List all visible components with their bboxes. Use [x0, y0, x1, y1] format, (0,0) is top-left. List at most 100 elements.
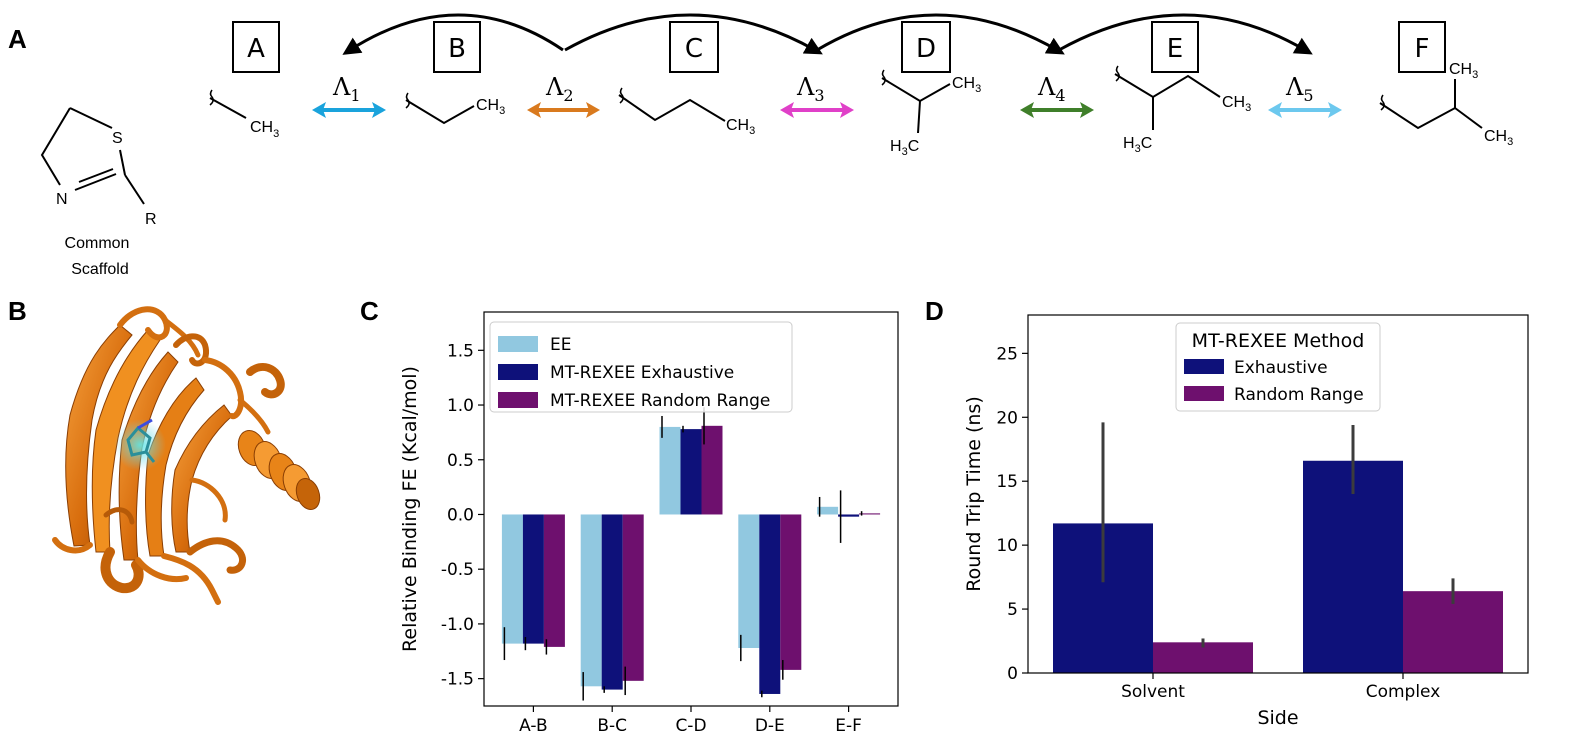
svg-text:H3C: H3C: [1123, 135, 1152, 155]
arrowhead-right: [586, 102, 600, 118]
molecule-f: CH3 CH3: [1379, 61, 1513, 148]
lambda-5: Λ5: [1268, 73, 1342, 118]
bar-D-E-ee: [738, 514, 760, 648]
state-box-label: B: [448, 34, 466, 64]
x-tick-label: D-E: [755, 716, 785, 736]
x-axis-label: Side: [1257, 707, 1298, 729]
chart-round-trip-time: 0 5 10 15 20 25 Solvent Complex Round Trip Time …: [963, 314, 1529, 729]
y-tick-label: 1.5: [447, 341, 474, 361]
lambda-label: Λ4: [1037, 73, 1066, 105]
panel-label-c: C: [360, 296, 379, 326]
state-box-d: [901, 21, 951, 73]
bar-complex-random-range: [1403, 591, 1503, 673]
state-box-a: [232, 21, 280, 73]
bar-C-D-mt-rexee-random-range: [701, 425, 723, 515]
state-box-b: [433, 21, 481, 73]
molecule-b: CH3: [405, 92, 505, 125]
bar-B-C-mt-rexee-random-range: [622, 514, 644, 681]
bar-D-E-mt-rexee-exhaustive: [759, 514, 781, 694]
scaffold-caption-line2: Scaffold: [71, 261, 129, 278]
bar-E-F-mt-rexee-exhaustive: [838, 514, 860, 517]
bar-E-F-ee: [817, 506, 839, 515]
lambda-label: Λ5: [1285, 73, 1314, 105]
chart-c-legend: [489, 321, 793, 413]
transition-arrows: [342, 13, 1313, 55]
lambda-2: Λ2: [527, 73, 600, 118]
x-tick-label: A-B: [519, 716, 547, 736]
ligand-highlight: [114, 419, 166, 471]
common-scaffold: [40, 107, 145, 205]
state-box-label: F: [1415, 34, 1430, 64]
x-tick-label: Complex: [1366, 682, 1441, 702]
bar-B-C-ee: [580, 514, 602, 687]
y-tick-label: 5: [1007, 600, 1018, 620]
bar-A-B-ee: [501, 514, 523, 644]
scaffold-caption-line1: Common: [65, 235, 130, 252]
panel-label-b: B: [8, 296, 27, 326]
y-tick-label: 0.0: [447, 505, 474, 525]
panel-label-d: D: [925, 296, 944, 326]
svg-text:CH3: CH3: [1484, 128, 1513, 148]
bar-A-B-mt-rexee-random-range: [543, 514, 565, 647]
x-tick-label: E-F: [835, 716, 862, 736]
bar-D-E-mt-rexee-random-range: [780, 514, 802, 670]
y-axis-label: Relative Binding FE (Kcal/mol): [399, 366, 421, 652]
chart-relative-binding-fe: -1.5 -1.0 -0.5 0.0 0.5 1.0 1.5 A-B B-C C-D D-E E-F R…: [399, 311, 899, 736]
state-box-e: [1151, 21, 1199, 73]
y-tick-label: 0.5: [447, 451, 474, 471]
lambda-4: Λ4: [1020, 73, 1094, 118]
lambda-1: Λ1: [312, 73, 386, 118]
svg-text:CH3: CH3: [250, 119, 279, 140]
arrowhead-left: [1020, 102, 1034, 118]
state-box-label: C: [685, 34, 703, 64]
svg-text:CH3: CH3: [1449, 61, 1478, 81]
scaffold-atom-s: S: [112, 130, 123, 147]
legend-entry: MT-REXEE Exhaustive: [550, 363, 734, 383]
lambda-3: Λ3: [780, 73, 854, 118]
arrowhead-left: [780, 102, 794, 118]
legend-swatch: [498, 336, 538, 352]
arrowhead-right: [1080, 102, 1094, 118]
lambda-label: Λ2: [545, 73, 574, 105]
arrowhead-left: [1268, 102, 1282, 118]
svg-text:CH3: CH3: [1222, 94, 1251, 114]
legend-swatch: [498, 364, 538, 380]
state-box-label: E: [1167, 34, 1183, 64]
x-tick-label: Solvent: [1121, 682, 1185, 702]
bar-A-B-mt-rexee-exhaustive: [522, 514, 544, 644]
legend-swatch: [498, 392, 538, 408]
legend-entry: Random Range: [1234, 385, 1364, 405]
y-tick-label: 20: [996, 408, 1018, 428]
legend-entry: EE: [550, 335, 571, 355]
svg-text:CH3: CH3: [952, 75, 981, 95]
arrowhead-left: [527, 102, 541, 118]
bar-B-C-mt-rexee-exhaustive: [601, 514, 623, 690]
arrowhead-right: [840, 102, 854, 118]
bar-C-D-ee: [659, 426, 681, 515]
chart-d-legend: [1175, 322, 1381, 412]
curve-arrow-2: [564, 13, 823, 55]
state-box-label: D: [916, 34, 936, 64]
legend-swatch: [1184, 386, 1224, 401]
y-tick-label: -1.5: [441, 670, 474, 690]
y-tick-label: 10: [996, 536, 1018, 556]
x-tick-label: B-C: [597, 716, 627, 736]
y-tick-label: 15: [996, 472, 1018, 492]
y-tick-label: -1.0: [441, 615, 474, 635]
y-tick-label: -0.5: [441, 560, 474, 580]
state-box-label: A: [247, 34, 265, 64]
curve-arrow-1: [342, 13, 564, 55]
legend-entry: MT-REXEE Random Range: [550, 391, 770, 411]
curve-arrow-3: [816, 13, 1065, 55]
state-boxes: A B C D E F: [232, 21, 1446, 73]
scaffold-atom-n: N: [56, 191, 68, 208]
svg-text:CH3: CH3: [476, 97, 505, 117]
bar-E-F-mt-rexee-random-range: [859, 513, 881, 515]
legend-entry: Exhaustive: [1234, 358, 1328, 378]
state-box-f: [1398, 21, 1446, 73]
molecule-e: CH3 H3C: [1114, 65, 1251, 155]
lambda-label: Λ3: [796, 73, 825, 105]
molecule-a: CH3: [209, 89, 279, 140]
y-axis-label: Round Trip Time (ns): [963, 396, 985, 591]
